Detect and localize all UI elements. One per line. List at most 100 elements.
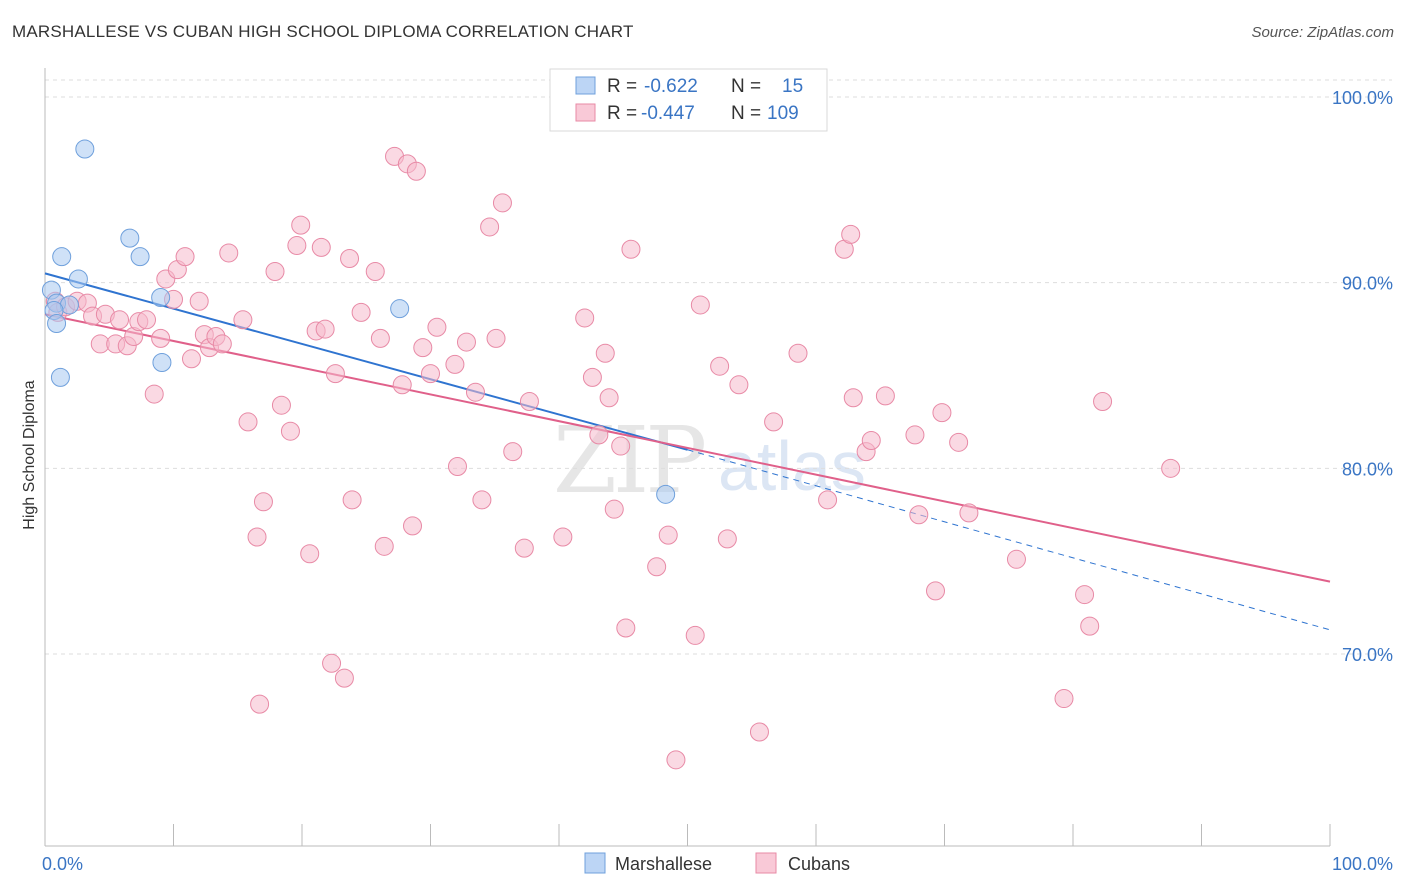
marshallese-trend-extension (687, 449, 1331, 631)
cubans-point (233, 310, 253, 330)
trend-lines (44, 272, 1331, 631)
legend-swatch-marshallese (575, 76, 596, 95)
marshallese-point (50, 367, 70, 387)
x-tick-label-start: 0.0% (42, 854, 83, 874)
cubans-point (287, 236, 307, 256)
cubans-point (334, 668, 354, 688)
cubans-point (909, 505, 929, 525)
bottom-legend-swatch-cubans (755, 852, 777, 874)
cubans-point (595, 343, 615, 363)
cubans-point (1054, 689, 1074, 709)
cubans-point (175, 247, 195, 267)
marshallese-point (130, 247, 150, 267)
y-tick-label: 100.0% (1332, 88, 1393, 108)
cubans-point (421, 364, 440, 384)
cubans-point (611, 436, 631, 456)
cubans-point (480, 217, 500, 237)
cubans-point (181, 349, 201, 369)
cubans-point (486, 328, 506, 348)
source-label: Source: ZipAtlas.com (1251, 24, 1394, 41)
cubans-trend-line (44, 313, 1331, 583)
cubans-point (959, 503, 979, 523)
cubans-point (250, 694, 270, 714)
cubans-point (144, 384, 164, 404)
cubans-point (932, 403, 952, 423)
data-points (41, 139, 1181, 770)
cubans-point (818, 490, 838, 510)
cubans-point (472, 490, 492, 510)
cubans-point (151, 328, 171, 348)
cubans-point (365, 262, 385, 282)
cubans-point (137, 310, 157, 330)
marshallese-point (120, 228, 140, 248)
stats-legend: R = -0.622 N = 15 R = -0.447 N = 109 (549, 68, 828, 132)
cubans-point (300, 544, 320, 564)
cubans-point (351, 302, 371, 322)
cubans-point (465, 382, 485, 402)
cubans-point (1093, 391, 1113, 411)
series-legend: Marshallese Cubans (584, 852, 850, 874)
cubans-point (447, 456, 467, 476)
cubans-point (599, 388, 619, 408)
cubans-point (392, 375, 412, 395)
cubans-point (717, 529, 737, 549)
cubans-point (291, 215, 311, 235)
cubans-point (749, 722, 769, 742)
cubans-point (445, 354, 465, 374)
y-tick-label: 80.0% (1342, 459, 1393, 479)
cubans-point (427, 317, 447, 337)
cubans-point (189, 291, 209, 311)
cubans-point (616, 618, 636, 638)
cubans-point (604, 499, 624, 519)
cubans-point (322, 653, 342, 673)
bottom-legend-swatch-marshallese (584, 852, 606, 874)
legend-n-value-2: 109 (767, 103, 799, 124)
cubans-point (685, 625, 705, 645)
cubans-point (492, 193, 512, 213)
cubans-point (247, 527, 267, 547)
cubans-point (342, 490, 362, 510)
y-axis-label: High School Diploma (21, 380, 38, 530)
marshallese-point (656, 484, 676, 504)
cubans-point (905, 425, 925, 445)
cubans-point (553, 527, 573, 547)
bottom-legend-label-marshallese: Marshallese (615, 854, 712, 874)
axes: 100.0% 90.0% 80.0% 70.0% 0.0% 100.0% (42, 68, 1393, 874)
cubans-point (219, 243, 239, 263)
cubans-point (1161, 458, 1181, 478)
cubans-point (238, 412, 258, 432)
cubans-point (647, 557, 667, 577)
cubans-point (1006, 549, 1026, 569)
watermark-zip: ZIP (553, 407, 704, 514)
cubans-point (212, 334, 232, 354)
cubans-point (315, 319, 335, 339)
cubans-point (575, 308, 595, 328)
cubans-point (403, 516, 423, 536)
cubans-point (621, 239, 641, 259)
marshallese-trend-line (44, 272, 688, 451)
legend-r-label-1: R = (607, 76, 637, 97)
cubans-point (861, 430, 881, 450)
marshallese-point (75, 139, 95, 159)
cubans-point (1080, 616, 1100, 636)
cubans-point (374, 536, 394, 556)
marshallese-point (47, 314, 67, 334)
cubans-point (666, 750, 686, 770)
cubans-point (1075, 585, 1095, 605)
marshallese-point (52, 247, 72, 267)
cubans-point (658, 525, 678, 545)
cubans-point (519, 391, 539, 411)
x-tick-label-end: 100.0% (1332, 854, 1393, 874)
cubans-point (325, 364, 345, 384)
legend-r-value-2: -0.447 (641, 103, 695, 124)
cubans-point (710, 356, 730, 376)
legend-n-label-1: N = (731, 76, 761, 97)
chart-title: MARSHALLESE VS CUBAN HIGH SCHOOL DIPLOMA… (12, 22, 634, 41)
bottom-legend-label-cubans: Cubans (788, 854, 850, 874)
cubans-point (514, 538, 534, 558)
legend-n-label-2: N = (731, 103, 761, 124)
cubans-point (926, 581, 946, 601)
legend-r-value-1: -0.622 (644, 76, 698, 97)
cubans-point (788, 343, 808, 363)
